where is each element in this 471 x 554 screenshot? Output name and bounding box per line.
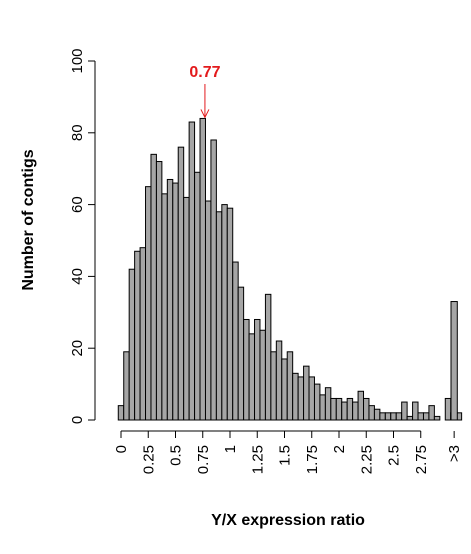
histogram-bar — [275, 340, 283, 421]
histogram-bar — [281, 358, 288, 421]
histogram-bar — [221, 204, 228, 421]
histogram-bar — [384, 412, 392, 421]
histogram-bar — [292, 372, 299, 421]
histogram-bar — [248, 333, 256, 421]
histogram-bar — [134, 250, 141, 421]
x-axis: 0 0.25 0.5 0.75 1 1.25 1.5 1.75 2 2.25 2.5 2.75 >3 — [113, 430, 463, 474]
histogram-bar — [363, 397, 370, 421]
histogram-bar — [401, 401, 408, 421]
histogram-bar — [341, 401, 348, 421]
histogram-bar — [335, 397, 343, 421]
histogram-bar — [145, 186, 152, 421]
annotation-label: 0.77 — [189, 64, 220, 81]
y-tick-label: 0 — [69, 416, 86, 424]
histogram-bar — [330, 397, 337, 421]
histogram-bar — [395, 412, 403, 421]
histogram-bar — [161, 193, 168, 421]
histogram-bar — [254, 318, 261, 421]
histogram-bar — [324, 387, 332, 421]
x-axis-title: Y/X expression ratio — [211, 512, 365, 529]
histogram-bar — [150, 153, 157, 421]
histogram-bar — [346, 397, 354, 421]
histogram-bar — [194, 171, 201, 421]
y-axis: 0 20 40 60 80 100 — [69, 48, 96, 424]
histogram-bar — [237, 286, 245, 421]
histogram-bar — [139, 247, 147, 421]
annotation-group: 0.77 — [189, 64, 221, 119]
x-tick-label: 0 — [113, 445, 130, 453]
histogram-bar — [297, 376, 305, 421]
histogram-bar — [117, 405, 125, 421]
histogram-bar — [379, 412, 386, 421]
histogram-bar — [172, 182, 179, 421]
histogram-bar — [444, 397, 452, 421]
histogram-bar — [270, 351, 277, 421]
histogram-bar — [123, 351, 130, 421]
x-tick-label: 2.5 — [386, 445, 403, 466]
histogram-bar — [264, 293, 272, 421]
histogram-bar — [128, 268, 136, 421]
annotation-arrow-head — [200, 109, 210, 119]
histogram-bar — [428, 405, 435, 421]
y-tick-label: 20 — [69, 340, 86, 357]
histogram-bar — [232, 261, 239, 421]
histogram-bar — [177, 146, 185, 421]
histogram-bar — [188, 121, 196, 421]
histogram-bar — [155, 161, 163, 421]
x-tick-label: 1.75 — [304, 445, 321, 474]
histogram-bar — [286, 351, 294, 421]
y-tick-label: 100 — [69, 48, 86, 73]
histogram-bar — [319, 394, 326, 421]
y-tick-label: 80 — [69, 124, 86, 141]
histogram-bar — [422, 412, 430, 421]
histogram-bar — [204, 200, 212, 421]
y-tick-label: 40 — [69, 268, 86, 285]
histogram-bar — [417, 412, 424, 421]
histogram-bar — [357, 390, 365, 421]
histogram-bar — [368, 405, 375, 421]
histogram-bar — [352, 401, 359, 421]
x-tick-label: 0.25 — [140, 445, 157, 474]
histogram-bar — [183, 196, 190, 421]
histogram-bar — [243, 318, 250, 421]
x-tick-label: 1 — [222, 445, 239, 453]
x-tick-label: 2.25 — [358, 445, 375, 474]
histogram-bar — [199, 117, 206, 421]
x-tick-label: 0.5 — [168, 445, 185, 466]
x-tick-label: 2 — [331, 445, 348, 453]
x-tick-label: 2.75 — [413, 445, 430, 474]
x-tick-label: >3 — [446, 445, 463, 462]
x-tick-label: 0.75 — [195, 445, 212, 474]
histogram-bar — [406, 415, 414, 421]
histogram-bar — [210, 139, 217, 421]
histogram-bar — [433, 415, 441, 421]
y-tick-label: 60 — [69, 196, 86, 213]
histogram-bar — [166, 178, 174, 421]
x-tick-label: 1.25 — [249, 445, 266, 474]
histogram-bar — [226, 207, 234, 421]
histogram-bar — [412, 401, 419, 421]
y-axis-title: Number of contigs — [20, 149, 37, 290]
histogram-bar — [313, 383, 321, 421]
histogram-bar — [390, 412, 397, 421]
overflow-bar — [450, 301, 458, 421]
histogram-bar — [259, 329, 266, 421]
histogram-bar — [373, 408, 381, 421]
x-tick-label: 1.5 — [277, 445, 294, 466]
histogram-bar — [308, 376, 315, 421]
histogram-bar — [215, 211, 223, 421]
bars-group — [117, 117, 463, 421]
histogram-bar — [303, 365, 310, 421]
